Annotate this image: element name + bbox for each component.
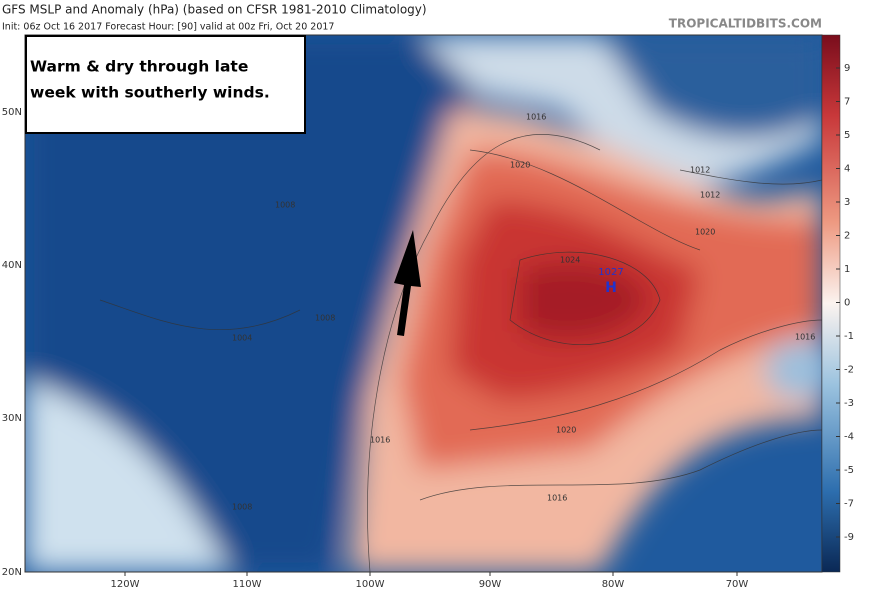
high-symbol: H: [605, 280, 617, 296]
colorbar-label: 7: [844, 97, 850, 108]
arrow: [394, 230, 421, 336]
isobar-label: 1008: [232, 503, 252, 512]
latitude-label: 20N: [2, 567, 22, 578]
isobar-label: 1016: [795, 333, 815, 342]
colorbar-label: -9: [844, 532, 854, 543]
high-pressure: 1027: [598, 267, 623, 278]
map: 1016 1020 1024 1020 1016 1016 1012 1012 …: [25, 35, 822, 572]
isobar-label: 1012: [700, 191, 720, 200]
longitude-label: 90W: [479, 579, 502, 590]
longitude-label: 100W: [356, 579, 385, 590]
isobar-label: 1008: [275, 201, 295, 210]
longitude-label: 70W: [726, 579, 749, 590]
isobar-label: 1016: [370, 436, 390, 445]
latitude-label: 30N: [2, 413, 22, 424]
isobar-label: 1008: [315, 314, 335, 323]
colorbar-label: -3: [844, 398, 854, 409]
colorbar-label: -4: [844, 432, 854, 443]
longitude-label: 120W: [111, 579, 140, 590]
annotation-box: [25, 35, 306, 134]
colorbar-label: 9: [844, 63, 850, 74]
isobar-label: 1016: [526, 113, 546, 122]
isobar-label: 1024: [560, 256, 580, 265]
watermark: TROPICALTIDBITS.COM: [669, 17, 822, 31]
subtitle: Init: 06z Oct 16 2017 Forecast Hour: [90…: [2, 22, 334, 33]
colorbar-label: -5: [844, 465, 854, 476]
colorbar-label: 1: [844, 264, 850, 275]
colorbar-label: 2: [844, 231, 850, 242]
isobar-label: 1004: [232, 334, 252, 343]
colorbar-label: -1: [844, 331, 854, 342]
isobar-label: 1020: [510, 161, 530, 170]
colorbar-label: -7: [844, 499, 854, 510]
longitude-label: 80W: [602, 579, 625, 590]
isobar-label: 1020: [556, 426, 576, 435]
latitude-label: 40N: [2, 260, 22, 271]
colorbar-label: 3: [844, 197, 850, 208]
colorbar: [821, 34, 841, 573]
colorbar-label: 4: [844, 164, 850, 175]
longitude-label: 110W: [233, 579, 262, 590]
annotation-line: week with southerly winds.: [30, 84, 270, 102]
annotation-line: Warm & dry through late: [30, 58, 248, 76]
isobar-label: 1012: [690, 166, 710, 175]
title: GFS MSLP and Anomaly (hPa) (based on CFS…: [2, 3, 427, 17]
isobar-label: 1016: [547, 494, 567, 503]
isobars: [99, 134, 822, 572]
isobar-label: 1020: [695, 228, 715, 237]
latitude-label: 50N: [2, 107, 22, 118]
colorbar-label: -2: [844, 365, 854, 376]
colorbar-label: 0: [844, 298, 850, 309]
colorbar-label: 5: [844, 130, 850, 141]
